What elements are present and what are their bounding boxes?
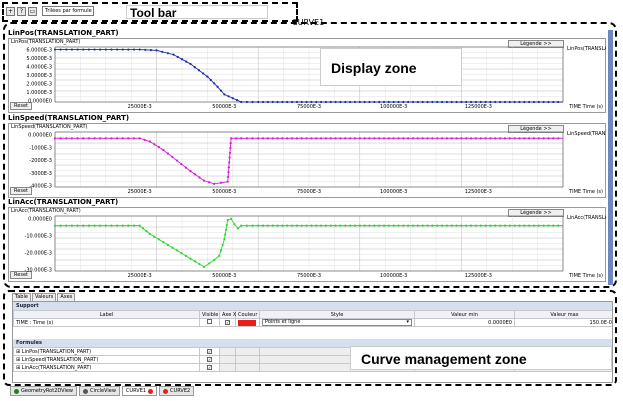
view-icon	[14, 388, 19, 394]
col-valeur-min: Valeur min	[414, 310, 515, 319]
formula-label: LinSpeed(TRANSLATION_PART)	[21, 356, 99, 363]
expand-icon[interactable]: ⊞	[16, 356, 22, 363]
display-scrollbar[interactable]	[608, 30, 613, 285]
chart-title: LinAcc(TRANSLATION_PART)	[8, 198, 119, 206]
toolbar-callout: Tool bar	[126, 5, 268, 20]
legend-label: LinPos(TRANSLATION_PART)	[567, 46, 606, 52]
col-couleur: Couleur	[235, 310, 260, 319]
reset-button[interactable]: Reset	[10, 187, 32, 195]
tab-geometry-view[interactable]: GeometryRot2DView	[10, 386, 78, 396]
legend-label: LinAcc(TRANSLATION_PART)	[567, 215, 606, 221]
formula-sort-select[interactable]: Trilées par formule	[42, 6, 94, 16]
display-zone-outline	[3, 22, 617, 288]
col-label: Label	[13, 310, 200, 319]
chart-frame	[8, 38, 606, 113]
support-max: 150.0E-0	[514, 318, 612, 327]
support-min: 0.0000E0	[414, 318, 515, 327]
visible-checkbox[interactable]: ✓	[207, 356, 212, 362]
curve-icon	[163, 388, 169, 394]
tab-curve1[interactable]: CURVE1	[121, 386, 158, 396]
support-color-swatch[interactable]	[238, 319, 256, 326]
col-valeur-max: Valeur max	[514, 310, 612, 319]
table-row[interactable]: TIME : Time (s) ✓ Points et ligne ▾ 0.000…	[13, 318, 612, 327]
visible-checkbox[interactable]: ✓	[207, 364, 212, 370]
support-group-header: Support	[13, 302, 612, 310]
chart-frame	[8, 207, 606, 282]
curve-management-zone-outline	[3, 290, 617, 386]
axe-x-checkbox[interactable]: ✓	[225, 319, 230, 325]
legend-entry: LinSpeed(TRANSLATION_PART)	[566, 131, 606, 137]
chart-inner-title: LinSpeed(TRANSLATION_PART)	[11, 124, 88, 130]
col-axe-x: Axe X	[219, 310, 236, 319]
tab-circle-view[interactable]: CircleView	[79, 386, 120, 396]
chart-title: LinSpeed(TRANSLATION_PART)	[8, 114, 130, 122]
properties-icon[interactable]: ?	[17, 6, 26, 16]
legend-button[interactable]: Légende >>	[508, 209, 564, 217]
toolbar-zone-outline	[2, 2, 298, 22]
chart-inner-title: LinPos(TRANSLATION_PART)	[11, 39, 81, 45]
legend-entry: LinAcc(TRANSLATION_PART)	[566, 215, 606, 221]
formula-label: LinPos(TRANSLATION_PART)	[21, 348, 92, 355]
print-icon[interactable]: ▭	[28, 6, 37, 16]
add-curve-icon[interactable]: +	[6, 6, 15, 16]
toolbar: + ? ▭ Trilées par formule	[6, 4, 94, 18]
legend-label: LinSpeed(TRANSLATION_PART)	[567, 131, 606, 137]
col-visible: Visible	[199, 310, 220, 319]
view-tabs: GeometryRot2DView CircleView CURVE1 CURV…	[10, 386, 195, 396]
curve-icon	[148, 388, 154, 394]
formula-label: LinAcc(TRANSLATION_PART)	[21, 364, 92, 371]
chart-frame	[8, 123, 606, 198]
col-style: Style	[259, 310, 415, 319]
reset-button[interactable]: Reset	[10, 102, 32, 110]
reset-button[interactable]: Reset	[10, 271, 32, 279]
chart-title: LinPos(TRANSLATION_PART)	[8, 29, 119, 37]
display-zone-callout: Display zone	[320, 48, 462, 86]
curve-table: Label Visible Axe X Couleur Style Valeur…	[13, 310, 612, 327]
legend-button[interactable]: Légende >>	[508, 40, 564, 48]
chart-inner-title: LinAcc(TRANSLATION_PART)	[11, 208, 81, 214]
view-icon	[83, 388, 89, 394]
expand-icon[interactable]: ⊞	[16, 348, 22, 355]
support-label: TIME : Time (s)	[13, 318, 200, 327]
expand-icon[interactable]: ⊞	[16, 364, 22, 371]
formulas-group-header: Formules	[13, 339, 612, 347]
style-select[interactable]: Points et ligne ▾	[262, 319, 412, 326]
tab-curve2[interactable]: CURVE2	[159, 386, 195, 396]
panel-tabs: Table Valeurs Axes	[12, 293, 76, 302]
legend-entry: LinPos(TRANSLATION_PART)	[566, 46, 606, 52]
legend-button[interactable]: Légende >>	[508, 125, 564, 133]
visible-checkbox[interactable]: ✓	[207, 348, 212, 354]
chevron-down-icon: ▾	[406, 319, 409, 325]
visible-checkbox[interactable]	[207, 319, 212, 324]
curve-management-callout: Curve management zone	[350, 346, 612, 370]
